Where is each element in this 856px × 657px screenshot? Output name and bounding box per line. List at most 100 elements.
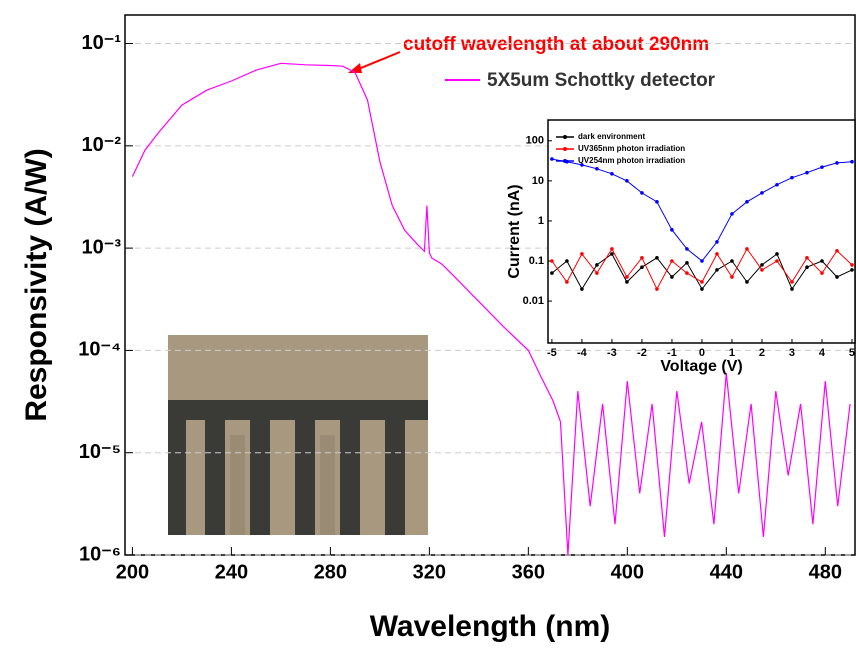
data-point bbox=[595, 271, 599, 275]
data-point bbox=[730, 275, 734, 279]
y-tick-label: 10 bbox=[532, 175, 544, 187]
data-point bbox=[580, 163, 584, 167]
data-point bbox=[580, 287, 584, 291]
y-tick-label: 10⁻⁴ bbox=[78, 339, 121, 361]
device-photo bbox=[168, 335, 428, 535]
data-point bbox=[640, 265, 644, 270]
data-point bbox=[820, 259, 824, 263]
data-point bbox=[760, 268, 764, 272]
data-point bbox=[805, 265, 809, 270]
x-tick-label: 400 bbox=[611, 561, 644, 583]
y-axis-label: Responsivity (A/W) bbox=[20, 148, 53, 421]
data-point bbox=[655, 200, 659, 204]
data-point bbox=[835, 275, 839, 279]
data-point bbox=[670, 259, 674, 263]
legend-marker bbox=[563, 159, 567, 163]
plot-area bbox=[547, 119, 856, 344]
y-tick-label: 10⁻⁶ bbox=[79, 543, 121, 565]
x-tick-label: 2 bbox=[759, 347, 765, 359]
x-tick-label: 320 bbox=[413, 561, 446, 583]
data-point bbox=[745, 200, 749, 204]
data-point bbox=[670, 228, 674, 232]
x-tick-label: -2 bbox=[637, 347, 647, 359]
data-point bbox=[790, 287, 794, 291]
annotation: cutoff wavelength at about 290nm bbox=[403, 34, 709, 55]
annotation-arrow bbox=[348, 51, 401, 73]
x-tick-label: 200 bbox=[116, 561, 149, 583]
x-tick-label: 4 bbox=[819, 347, 826, 359]
data-point bbox=[610, 172, 614, 176]
y-tick-label: 100 bbox=[526, 135, 544, 147]
data-point bbox=[595, 263, 599, 267]
y-tick-label: 10⁻¹ bbox=[82, 32, 122, 54]
data-point bbox=[760, 191, 764, 195]
data-point bbox=[625, 179, 629, 183]
y-tick-label: 10⁻⁵ bbox=[79, 441, 121, 463]
y-tick-label: 10⁻³ bbox=[82, 236, 122, 258]
data-point bbox=[790, 280, 794, 284]
x-tick-label: 280 bbox=[314, 561, 347, 583]
data-point bbox=[775, 182, 779, 187]
x-tick-label: -5 bbox=[547, 347, 557, 359]
data-point bbox=[730, 259, 734, 263]
data-point bbox=[565, 280, 569, 284]
data-point bbox=[565, 259, 569, 263]
data-point bbox=[805, 170, 809, 175]
data-point bbox=[685, 247, 689, 251]
data-point bbox=[685, 271, 689, 275]
x-axis-label: Voltage (V) bbox=[660, 358, 742, 375]
x-tick-label: 360 bbox=[512, 561, 545, 583]
data-point bbox=[625, 280, 629, 284]
data-point bbox=[835, 161, 839, 165]
data-point bbox=[835, 248, 839, 253]
data-point bbox=[850, 263, 854, 267]
data-point bbox=[790, 175, 794, 180]
x-tick-label: 440 bbox=[710, 561, 743, 583]
data-point bbox=[850, 268, 854, 272]
y-tick-label: 10⁻² bbox=[82, 134, 122, 156]
data-point bbox=[715, 268, 719, 272]
legend-label: UV365nm photon irradiation bbox=[578, 144, 685, 153]
data-point bbox=[745, 247, 749, 251]
data-point bbox=[595, 166, 599, 171]
data-point bbox=[580, 252, 584, 256]
x-tick-label: 3 bbox=[789, 347, 795, 359]
data-point bbox=[625, 275, 629, 279]
data-point bbox=[745, 280, 749, 284]
x-tick-label: 0 bbox=[699, 347, 705, 359]
legend-label: dark environment bbox=[578, 132, 645, 141]
legend-marker bbox=[563, 147, 567, 151]
legend-label: UV254nm photon irradiation bbox=[578, 156, 685, 165]
x-tick-label: 480 bbox=[809, 561, 842, 583]
y-tick-label: 0.01 bbox=[523, 295, 544, 307]
data-point bbox=[700, 287, 704, 291]
data-point bbox=[730, 212, 734, 216]
y-tick-label: 1 bbox=[538, 215, 544, 227]
data-point bbox=[805, 256, 809, 260]
x-tick-label: -4 bbox=[577, 347, 588, 359]
x-tick-label: -3 bbox=[607, 347, 617, 359]
data-point bbox=[610, 247, 614, 251]
x-tick-label: -1 bbox=[667, 347, 677, 359]
data-point bbox=[655, 256, 659, 260]
data-point bbox=[775, 252, 779, 256]
data-point bbox=[550, 271, 554, 275]
data-point bbox=[610, 252, 614, 256]
data-point bbox=[715, 252, 719, 256]
data-point bbox=[700, 259, 704, 263]
data-point bbox=[820, 165, 824, 169]
data-point bbox=[715, 240, 719, 244]
x-tick-label: 240 bbox=[215, 561, 248, 583]
legend-marker bbox=[563, 135, 567, 139]
x-tick-label: 5 bbox=[849, 347, 855, 359]
y-tick-label: 0.1 bbox=[529, 255, 544, 267]
data-point bbox=[640, 256, 644, 260]
data-point bbox=[550, 259, 554, 263]
data-point bbox=[655, 287, 659, 291]
series-line bbox=[131, 62, 851, 556]
x-tick-label: 1 bbox=[729, 347, 735, 359]
x-axis-label: Wavelength (nm) bbox=[370, 610, 611, 643]
legend-label: 5X5um Schottky detector bbox=[487, 70, 716, 91]
data-point bbox=[850, 159, 854, 164]
